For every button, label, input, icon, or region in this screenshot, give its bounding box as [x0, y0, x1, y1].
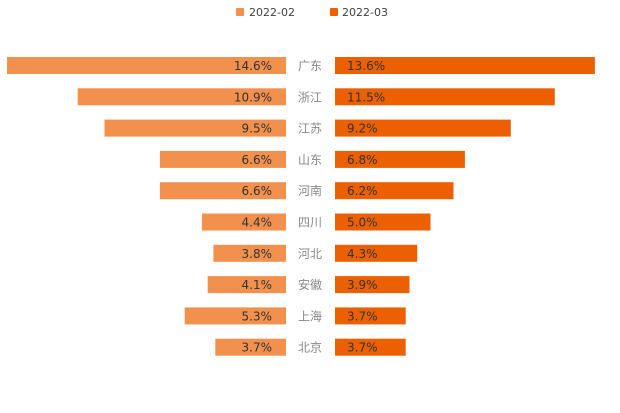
category-label-8: 上海: [298, 308, 322, 323]
bar-series-1-6: [213, 244, 286, 262]
data-label-series-2-8: 3.7%: [347, 309, 378, 323]
bar-series-1-5: [201, 213, 286, 231]
bar-series-2-1: [335, 88, 555, 106]
legend-swatch-series-2: [330, 8, 338, 16]
data-label-series-1-5: 4.4%: [242, 216, 273, 230]
data-label-series-1-9: 3.7%: [242, 341, 273, 355]
category-label-2: 江苏: [298, 122, 322, 136]
data-label-series-2-6: 4.3%: [347, 247, 378, 261]
category-label-5: 四川: [298, 216, 322, 230]
bar-series-2-2: [335, 119, 511, 137]
category-label-1: 浙江: [298, 90, 322, 104]
category-label-9: 北京: [298, 341, 322, 355]
data-label-series-1-7: 4.1%: [242, 278, 273, 292]
category-label-6: 河北: [298, 247, 322, 261]
data-label-series-1-1: 10.9%: [234, 90, 272, 104]
bar-series-1-3: [159, 150, 286, 168]
bar-series-1-7: [207, 276, 286, 294]
bar-series-2-4: [335, 182, 454, 200]
bar-series-2-3: [335, 150, 465, 168]
bar-series-2-5: [335, 213, 431, 231]
bar-series-2-0: [335, 57, 595, 74]
bar-series-1-9: [215, 338, 286, 356]
data-label-series-2-7: 3.9%: [347, 278, 378, 292]
category-label-7: 安徽: [298, 277, 322, 292]
category-label-0: 广东: [298, 59, 322, 73]
legend-label-series-1: 2022-02: [249, 6, 295, 19]
data-label-series-1-3: 6.6%: [242, 153, 273, 167]
category-label-3: 山东: [298, 153, 322, 167]
legend: 2022-02 2022-03: [236, 6, 388, 19]
bar-series-2-8: [335, 307, 406, 325]
data-label-series-2-4: 6.2%: [347, 184, 378, 198]
data-label-series-1-6: 3.8%: [242, 247, 273, 261]
bar-series-1-1: [77, 88, 286, 106]
data-label-series-2-0: 13.6%: [347, 59, 385, 73]
bar-series-1-0: [7, 57, 286, 74]
bar-series-2-7: [335, 276, 410, 294]
bar-series-1-4: [159, 182, 286, 200]
data-label-series-2-9: 3.7%: [347, 341, 378, 355]
data-label-series-1-2: 9.5%: [242, 122, 273, 136]
data-label-series-2-5: 5.0%: [347, 216, 378, 230]
bar-series-1-2: [104, 119, 286, 137]
data-label-series-2-3: 6.8%: [347, 153, 378, 167]
bar-series-1-8: [184, 307, 286, 325]
data-label-series-2-2: 9.2%: [347, 122, 378, 136]
bar-series-2-9: [335, 338, 406, 356]
legend-swatch-series-1: [236, 8, 244, 16]
bar-series-2-6: [335, 244, 418, 262]
legend-label-series-2: 2022-03: [342, 6, 388, 19]
data-label-series-1-8: 5.3%: [242, 309, 273, 323]
data-label-series-1-4: 6.6%: [242, 184, 273, 198]
plot-area: 14.6% 13.6% 广东 10.9% 11.5% 浙江 9.5% 9.2% 江苏 6.6% 6.…: [7, 57, 595, 356]
data-label-series-2-1: 11.5%: [347, 90, 385, 104]
data-label-series-1-0: 14.6%: [234, 59, 272, 73]
category-label-4: 河南: [298, 183, 322, 198]
